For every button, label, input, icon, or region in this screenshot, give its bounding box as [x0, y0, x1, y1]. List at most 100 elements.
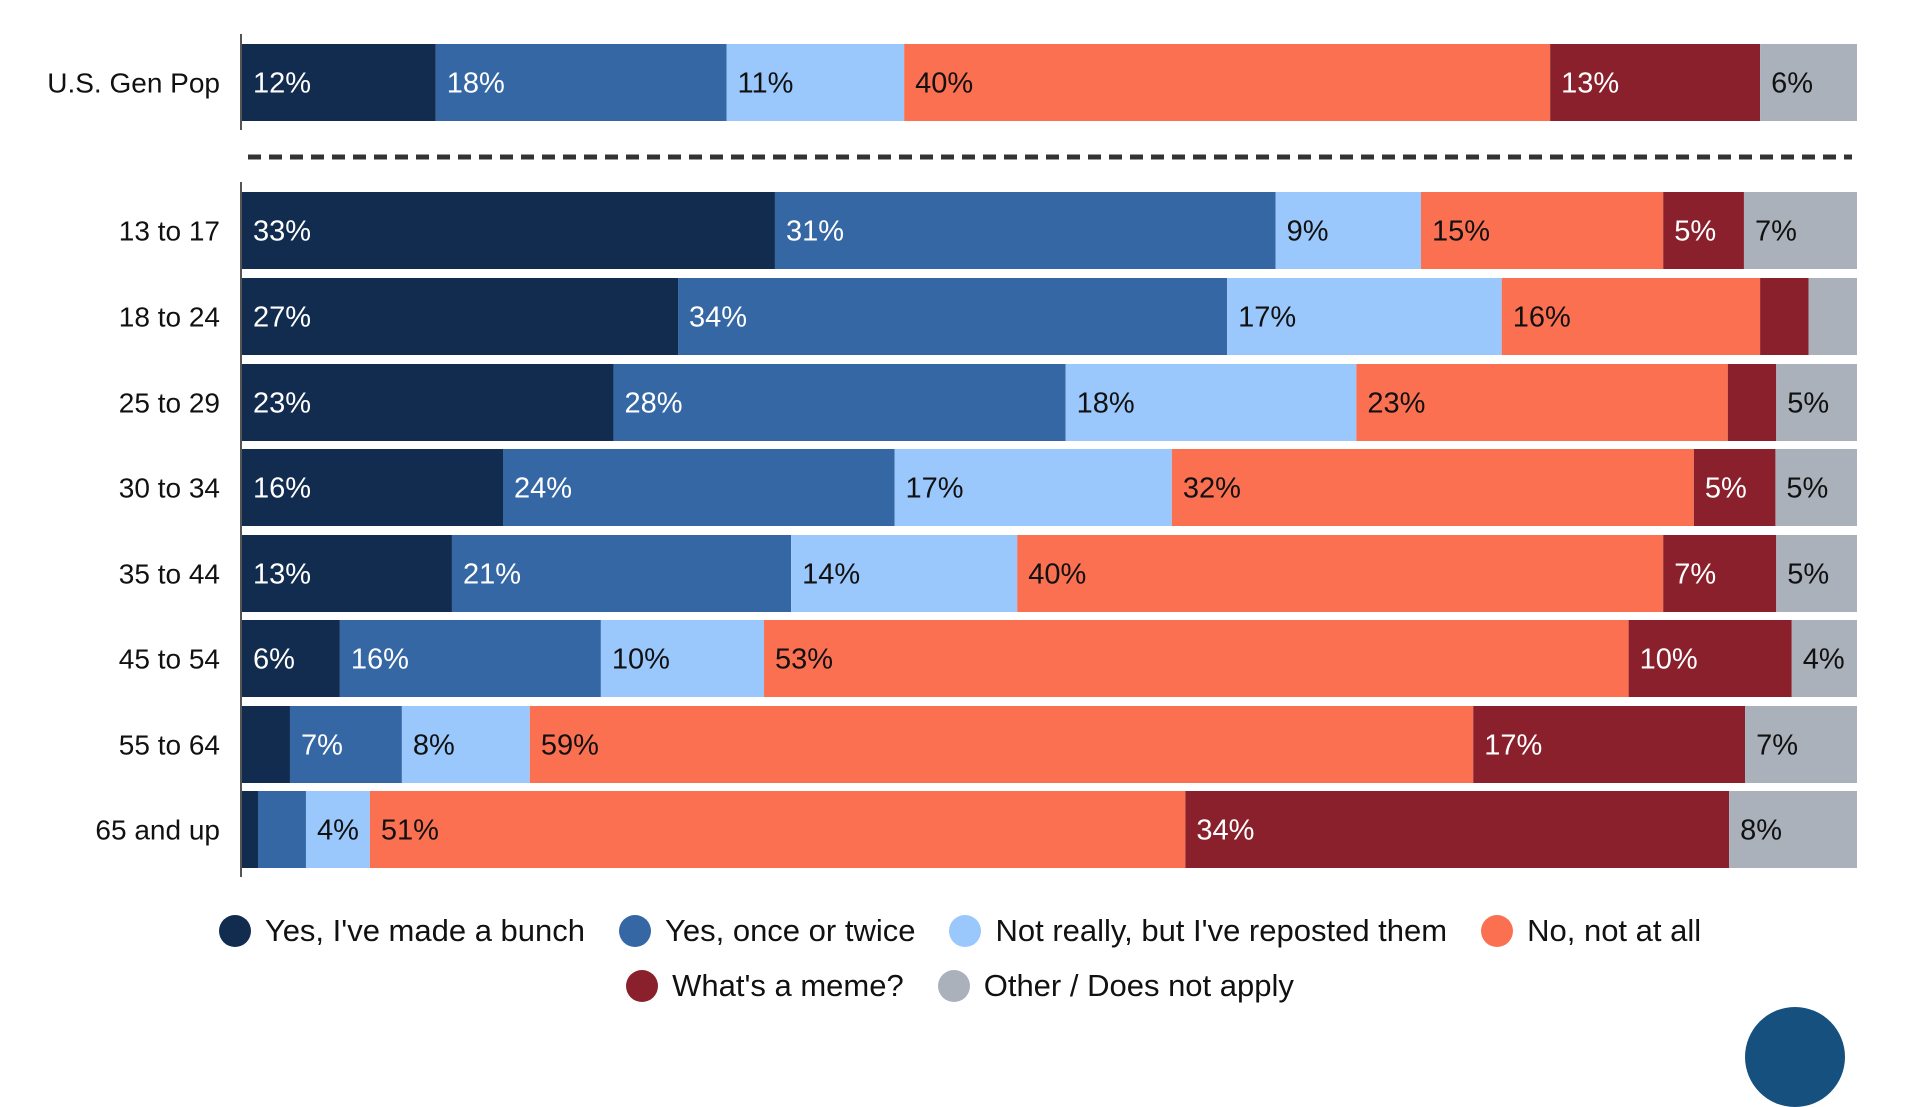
category-label: U.S. Gen Pop — [47, 68, 220, 99]
legend-swatch-icon — [619, 915, 652, 947]
legend-item: Yes, I've made a bunch — [218, 913, 586, 949]
data-label: 33% — [253, 216, 311, 248]
data-label: 5% — [1786, 473, 1828, 505]
bar-segment — [369, 791, 1186, 868]
legend-item: Not really, but I've reposted them — [949, 913, 1447, 949]
bar-segment — [1420, 192, 1664, 269]
legend-row-2: What's a meme? Other / Does not apply — [0, 968, 1920, 1004]
data-label: 5% — [1674, 216, 1716, 248]
legend-item: Yes, once or twice — [619, 913, 915, 949]
floating-action-button[interactable] — [1745, 1007, 1845, 1107]
bar-segment — [1776, 535, 1857, 612]
bar-segment — [529, 706, 1474, 783]
data-label: 27% — [253, 302, 311, 334]
bar-segment — [678, 278, 1228, 355]
data-label: 31% — [786, 216, 844, 248]
bar-segment — [774, 192, 1276, 269]
bar-segment — [1473, 706, 1746, 783]
bar-segment — [242, 192, 775, 269]
stacked-bar-chart: U.S. Gen Pop 12% 18% 11% 40% 13% 6% 13 to 17 33%… — [47, 34, 1857, 877]
legend-item: What's a meme? — [626, 968, 904, 1004]
data-label: 13% — [1561, 68, 1619, 100]
bar-segment — [791, 535, 1018, 612]
legend-swatch-icon — [1481, 915, 1514, 947]
bar-segment — [1745, 706, 1857, 783]
data-label: 16% — [1513, 302, 1571, 334]
legend-item: Other / Does not apply — [937, 968, 1294, 1004]
legend-label: Yes, once or twice — [665, 913, 916, 948]
data-label: 4% — [317, 815, 359, 847]
data-label: 24% — [514, 473, 572, 505]
bar-segment — [305, 791, 370, 868]
bar-segment — [1760, 278, 1809, 355]
legend-label: What's a meme? — [672, 968, 904, 1003]
data-label: 5% — [1787, 559, 1829, 591]
bar-segment — [503, 449, 895, 526]
bar-segment — [1663, 192, 1744, 269]
data-label: 53% — [775, 644, 833, 676]
data-label: 17% — [906, 473, 964, 505]
legend-label: Yes, I've made a bunch — [264, 913, 586, 948]
bar-segment — [242, 706, 290, 783]
data-label: 40% — [915, 68, 973, 100]
bar-segment — [894, 449, 1172, 526]
category-label: 55 to 64 — [119, 730, 220, 761]
bar-segment — [289, 706, 402, 783]
bar-segment — [435, 44, 727, 121]
legend-swatch-icon — [218, 915, 251, 947]
data-label: 8% — [1740, 815, 1782, 847]
bar-segment — [1760, 44, 1857, 121]
data-label: 23% — [253, 388, 311, 420]
bar-segment — [401, 706, 530, 783]
data-label: 6% — [1771, 68, 1813, 100]
bar-segment — [242, 44, 436, 121]
data-label: 17% — [1484, 730, 1542, 762]
bar-segment — [451, 535, 792, 612]
data-label: 21% — [463, 559, 521, 591]
legend-label: Not really, but I've reposted them — [995, 913, 1448, 948]
data-label: 51% — [381, 815, 439, 847]
bar-segment — [613, 364, 1066, 441]
bar-segment — [339, 620, 601, 697]
bar-segment — [1017, 535, 1664, 612]
data-label: 7% — [301, 730, 343, 762]
data-label: 34% — [1196, 815, 1254, 847]
category-label: 45 to 54 — [119, 644, 220, 675]
bar-segment — [1275, 192, 1421, 269]
bar-segment — [242, 364, 614, 441]
data-label: 7% — [1674, 559, 1716, 591]
legend-swatch-icon — [626, 970, 659, 1002]
data-label: 9% — [1287, 216, 1329, 248]
bar-segment — [242, 791, 258, 868]
legend-swatch-icon — [937, 970, 970, 1002]
bar-segment — [1501, 278, 1761, 355]
bar-segment — [600, 620, 765, 697]
bar-segment — [1776, 364, 1857, 441]
category-label: 25 to 29 — [119, 388, 220, 419]
bar-segment — [1729, 791, 1857, 868]
data-label: 59% — [541, 730, 599, 762]
data-label: 34% — [689, 302, 747, 334]
data-label: 12% — [253, 68, 311, 100]
data-label: 15% — [1432, 216, 1490, 248]
data-label: 16% — [351, 644, 409, 676]
bar-segment — [1356, 364, 1728, 441]
data-label: 28% — [624, 388, 682, 420]
bar-segment — [1791, 620, 1857, 697]
category-label: 13 to 17 — [119, 216, 220, 247]
data-label: 10% — [1640, 644, 1698, 676]
data-label: 8% — [413, 730, 455, 762]
category-label: 18 to 24 — [119, 302, 220, 333]
bar-segment — [764, 620, 1629, 697]
legend-row-1: Yes, I've made a bunch Yes, once or twice… — [0, 913, 1920, 949]
bar-segment — [242, 535, 452, 612]
data-label: 7% — [1756, 730, 1798, 762]
data-label: 5% — [1705, 473, 1747, 505]
data-label: 11% — [738, 68, 794, 100]
category-label: 35 to 44 — [119, 559, 220, 590]
bar-segment — [1550, 44, 1761, 121]
data-label: 13% — [253, 559, 311, 591]
bar-segment — [242, 449, 504, 526]
legend-label: No, not at all — [1527, 913, 1702, 948]
bar-segment — [1663, 535, 1777, 612]
